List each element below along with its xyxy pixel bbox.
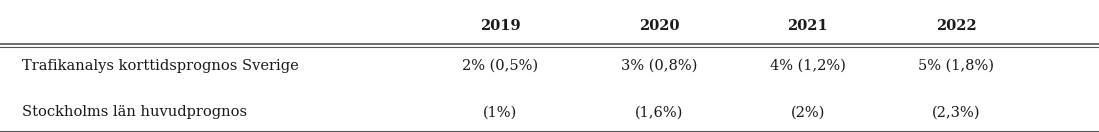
Text: Trafikanalys korttidsprognos Sverige: Trafikanalys korttidsprognos Sverige	[22, 59, 299, 73]
Text: (2%): (2%)	[790, 105, 825, 119]
Text: 2022: 2022	[935, 19, 977, 33]
Text: 2% (0,5%): 2% (0,5%)	[462, 59, 539, 73]
Text: 2019: 2019	[480, 19, 520, 33]
Text: 2020: 2020	[640, 19, 679, 33]
Text: 5% (1,8%): 5% (1,8%)	[918, 59, 995, 73]
Text: (2,3%): (2,3%)	[932, 105, 980, 119]
Text: Stockholms län huvudprognos: Stockholms län huvudprognos	[22, 105, 247, 119]
Text: (1,6%): (1,6%)	[635, 105, 684, 119]
Text: 3% (0,8%): 3% (0,8%)	[621, 59, 698, 73]
Text: (1%): (1%)	[482, 105, 518, 119]
Text: 4% (1,2%): 4% (1,2%)	[769, 59, 846, 73]
Text: 2021: 2021	[787, 19, 829, 33]
